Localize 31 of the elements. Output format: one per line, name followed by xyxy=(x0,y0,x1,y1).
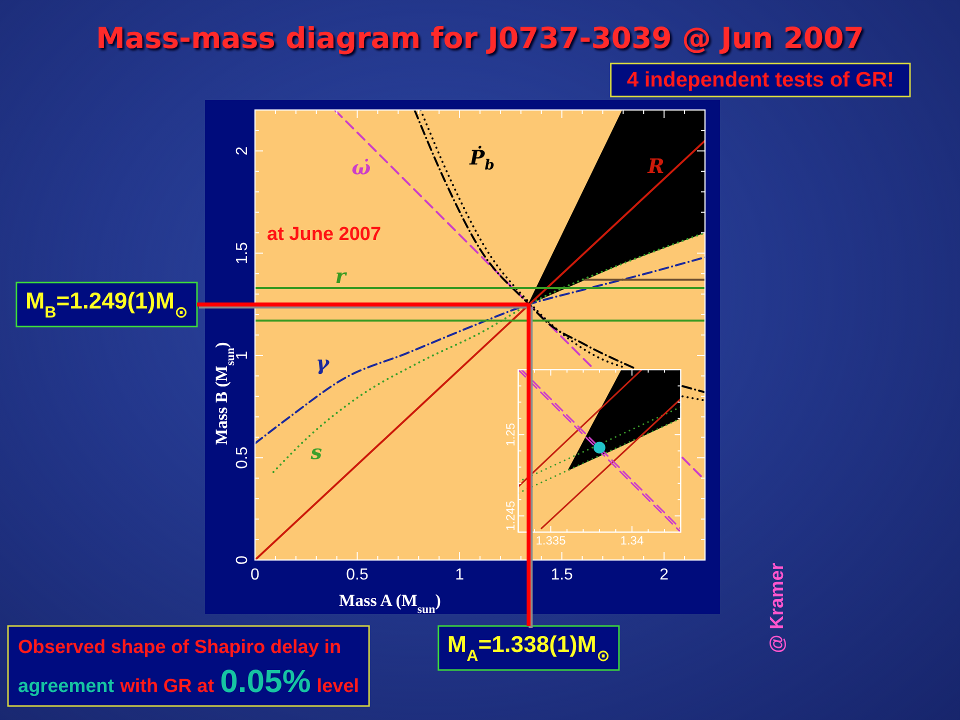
ref-line-label: M$_{B}$=1.249(1)M$_{⊙}$ xyxy=(25,288,188,322)
chart-title: Mass-mass diagram for J0737-3039 @ Jun 2007 xyxy=(96,21,864,55)
y-tick-label: 1.25 xyxy=(503,422,518,446)
annotation: at June 2007 xyxy=(267,224,382,245)
text: 0.05% xyxy=(220,663,311,699)
y-tick-label: 0.5 xyxy=(234,446,251,469)
y-tick-label: 1.5 xyxy=(234,242,251,264)
text: with GR at xyxy=(119,676,215,697)
text: agreement xyxy=(18,676,115,697)
series-label: s xyxy=(310,440,322,464)
x-tick-label: 2 xyxy=(660,566,669,584)
series-label: R xyxy=(646,154,664,178)
y-tick-label: 0 xyxy=(234,555,251,564)
x-tick-label: 1.335 xyxy=(536,534,566,548)
series-label: Ṗ$_{b}$ xyxy=(468,146,495,174)
x-tick-label: 1 xyxy=(455,566,464,584)
series-label: γ xyxy=(316,350,330,375)
series-label: r xyxy=(335,264,348,288)
x-tick-label: 0.5 xyxy=(346,566,368,584)
y-tick-label: 2 xyxy=(234,146,251,156)
x-tick-label: 1.5 xyxy=(550,566,574,584)
x-tick-label: 1.34 xyxy=(620,534,644,548)
x-axis-title: Mass A (M$_{sun}$) xyxy=(339,591,441,616)
text: Observed shape of Shapiro delay in xyxy=(18,637,342,658)
ref-line-label: M$_{A}$=1.338(1)M$_{⊙}$ xyxy=(447,631,610,665)
text: @ Kramer xyxy=(767,562,788,654)
y-tick-label: 1 xyxy=(234,350,251,360)
y-tick-label: 1.245 xyxy=(503,500,518,531)
text: level xyxy=(316,676,360,697)
series-label: ω̇ xyxy=(352,155,371,180)
text: 4 independent tests of GR! xyxy=(626,68,894,92)
